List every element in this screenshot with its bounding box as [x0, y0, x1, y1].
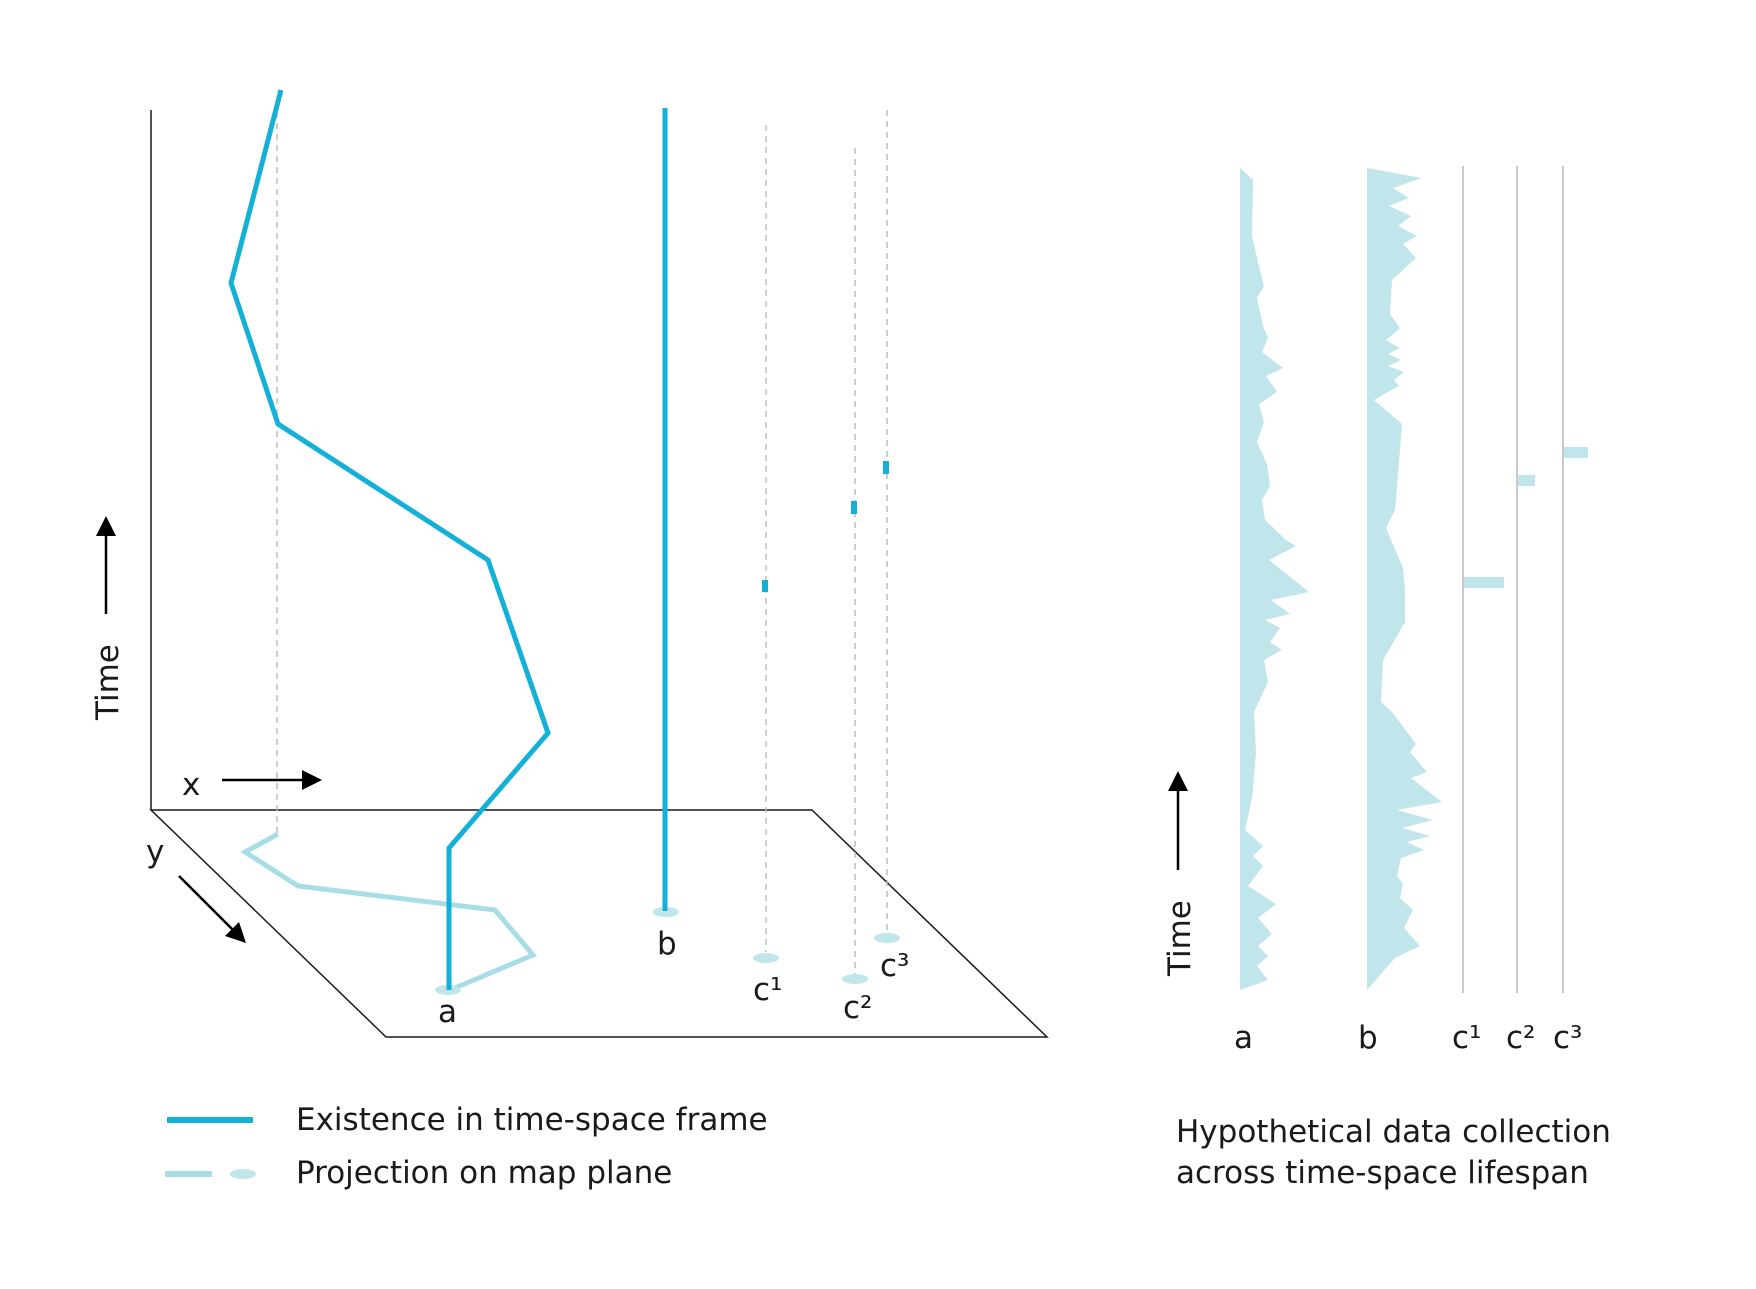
- data-bar-c3: [1564, 447, 1588, 458]
- entity-label-c2: c²: [843, 990, 872, 1026]
- column-label-c3: c³: [1553, 1020, 1582, 1056]
- column-label-c2: c²: [1506, 1020, 1535, 1056]
- column-label-b: b: [1358, 1020, 1378, 1056]
- map-plane: [149, 809, 1049, 1038]
- y-axis-label: y: [146, 834, 164, 870]
- caption-line-1: Hypothetical data collection: [1176, 1114, 1611, 1150]
- data-profile-b: [1367, 168, 1442, 990]
- existence-c2: [851, 501, 857, 514]
- right-time-arrow-head: [1168, 771, 1188, 791]
- footprint-b: [653, 907, 679, 917]
- caption-line-2: across time-space lifespan: [1176, 1155, 1589, 1191]
- legend: Existence in time-space frame Projection…: [165, 1102, 768, 1191]
- entity-label-a: a: [438, 994, 457, 1030]
- time-arrow-head: [96, 516, 116, 536]
- legend-projection-footprint: [230, 1169, 256, 1179]
- existence-a: [228, 89, 551, 990]
- column-label-a: a: [1234, 1020, 1253, 1056]
- legend-existence-label: Existence in time-space frame: [296, 1102, 768, 1138]
- data-collection-chart: a b c¹ c² c³ Time Hypothetical data coll…: [1162, 166, 1611, 1191]
- time-axis-label: Time: [90, 644, 126, 721]
- existence-c1: [762, 580, 768, 592]
- x-axis-label: x: [182, 767, 200, 803]
- data-profile-a: [1240, 168, 1309, 990]
- data-bar-c1: [1464, 577, 1504, 588]
- footprint-c3: [874, 933, 900, 943]
- projection-a: [240, 831, 538, 993]
- entity-label-c3: c³: [880, 948, 909, 984]
- existence-c3: [883, 461, 889, 474]
- x-arrow-head: [302, 770, 322, 790]
- y-arrow: [178, 875, 233, 930]
- column-label-c1: c¹: [1452, 1020, 1481, 1056]
- entity-label-c1: c¹: [753, 972, 782, 1008]
- footprint-c1: [753, 953, 779, 963]
- footprint-c2: [842, 974, 868, 984]
- entity-label-b: b: [657, 926, 677, 962]
- data-bar-c2: [1518, 475, 1535, 486]
- legend-projection-label: Projection on map plane: [296, 1155, 672, 1191]
- right-time-label: Time: [1162, 900, 1198, 977]
- y-arrow-head: [225, 922, 246, 943]
- time-space-frame: a b c¹ c² c³ Time x y: [90, 89, 1049, 1038]
